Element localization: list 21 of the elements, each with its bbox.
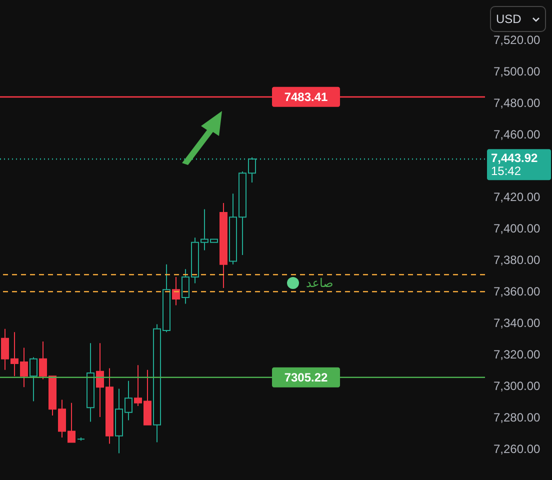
y-tick-label: 7,520.00 (494, 32, 541, 47)
ref-line-label: 7305.22 (284, 370, 328, 384)
annotation: صاعد (306, 276, 334, 290)
y-tick-label: 7,280.00 (494, 410, 541, 425)
y-tick-label: 7,380.00 (494, 253, 541, 268)
y-tick-label: 7,360.00 (494, 284, 541, 299)
candlestick (172, 276, 180, 306)
y-tick-label: 7,260.00 (494, 442, 541, 456)
y-tick-label: 7,400.00 (494, 222, 541, 236)
y-tick-label: 7,300.00 (494, 379, 541, 394)
currency-dropdown: USD (490, 6, 546, 32)
text: 15:42 (491, 164, 522, 178)
y-tick-label: 7,320.00 (494, 348, 541, 362)
y-tick-label: 7,500.00 (494, 64, 541, 78)
candlestick (30, 356, 38, 402)
y-tick-label: 7,340.00 (494, 316, 541, 330)
ref-line-label: 7,443.92 (491, 151, 538, 166)
ref-line-label: 7483.41 (284, 90, 328, 104)
y-tick-label: 7,480.00 (494, 96, 541, 110)
y-tick-label: 7,420.00 (494, 190, 541, 204)
y-tick-label: 7,460.00 (494, 127, 541, 142)
